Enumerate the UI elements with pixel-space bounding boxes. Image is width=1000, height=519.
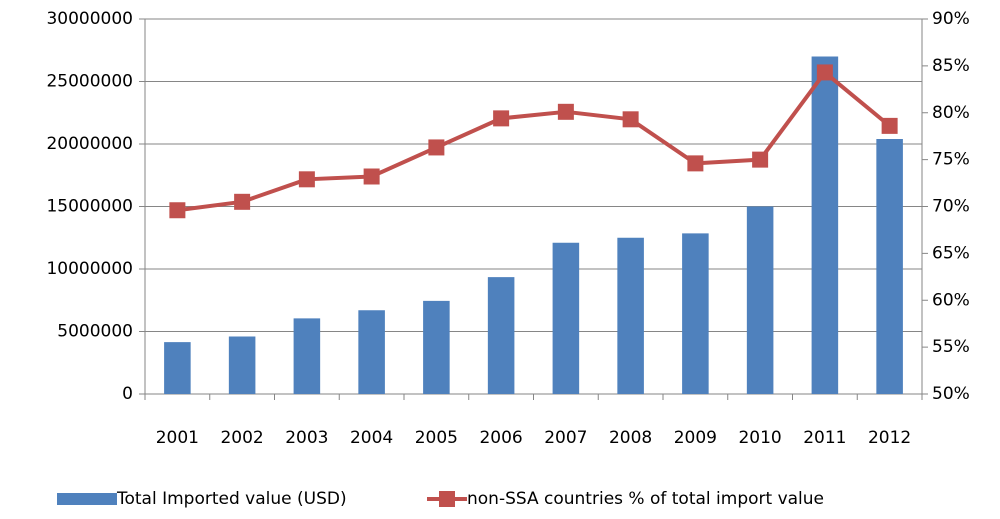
bar [876,139,903,394]
bar [423,300,450,394]
y2-tick-label: 60% [932,290,970,310]
x-tick-label: 2003 [285,428,328,448]
line-marker [687,155,704,172]
legend-swatch [439,491,455,507]
x-tick-label: 2009 [674,428,717,448]
x-tick-label: 2001 [156,428,199,448]
y-tick-label: 10000000 [46,259,133,279]
x-tick-label: 2002 [220,428,263,448]
x-tick-label: 2012 [868,428,911,448]
line-marker [816,64,833,81]
bar [164,342,191,394]
line-marker [622,111,639,128]
line-marker [881,117,898,134]
y2-tick-label: 55% [932,337,970,357]
line-marker [169,202,186,219]
x-tick-label: 2007 [544,428,587,448]
line-marker [752,151,769,168]
line-marker [234,193,251,210]
y-tick-label: 15000000 [46,197,133,217]
x-tick-label: 2008 [609,428,652,448]
y2-tick-label: 90% [932,9,970,29]
x-tick-label: 2010 [738,428,781,448]
legend-swatch [57,493,117,505]
y-tick-label: 0 [122,384,133,404]
line-marker [298,171,315,188]
x-tick-label: 2004 [350,428,393,448]
y2-tick-label: 50% [932,384,970,404]
x-tick-label: 2005 [415,428,458,448]
line-marker [557,103,574,120]
line-marker [363,168,380,185]
line [177,70,891,213]
y2-tick-label: 75% [932,150,970,170]
bar [487,277,515,394]
y2-tick-label: 80% [932,103,970,123]
x-tick-label: 2011 [803,428,846,448]
y-tick-label: 30000000 [46,9,133,29]
bar [617,237,644,394]
x-tick-label: 2006 [479,428,522,448]
bar [682,233,709,394]
bar [552,242,580,394]
bar [811,56,839,394]
bar [293,318,321,394]
legend-label: non-SSA countries % of total import valu… [467,489,824,509]
y2-tick-label: 85% [932,56,970,76]
y-tick-label: 20000000 [46,134,133,154]
y2-tick-label: 70% [932,197,970,217]
line-marker [493,110,510,127]
legend-label: Total Imported value (USD) [116,489,347,509]
bar [228,336,256,394]
bar [358,310,385,394]
y-tick-label: 25000000 [46,72,133,92]
bar [746,206,774,394]
y-tick-label: 5000000 [57,322,133,342]
y2-tick-label: 65% [932,243,970,263]
line-marker [428,139,445,156]
